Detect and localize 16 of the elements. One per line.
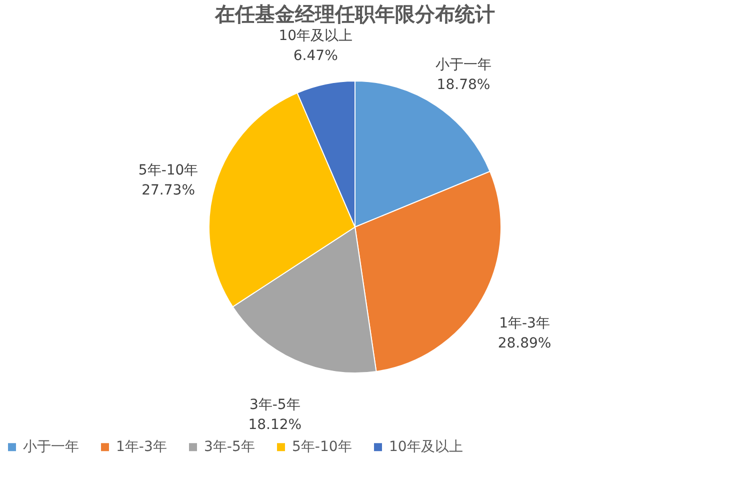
data-label: 18.78% — [436, 76, 490, 93]
legend-label: 5年-10年 — [292, 439, 352, 456]
legend-label: 3年-5年 — [204, 439, 255, 456]
data-label: 28.89% — [498, 335, 552, 352]
chart-title: 在任基金经理任职年限分布统计 — [214, 2, 495, 26]
slice-label: 小于一年 — [436, 56, 492, 73]
data-label: 27.73% — [142, 182, 196, 199]
data-label: 6.47% — [293, 48, 338, 64]
slice-label: 5年-10年 — [138, 162, 198, 179]
slice-label: 1年-3年 — [499, 315, 550, 332]
data-label: 18.12% — [248, 416, 302, 433]
slice-label: 3年-5年 — [249, 396, 300, 413]
slice-label: 10年及以上 — [278, 28, 353, 44]
legend-label: 1年-3年 — [116, 439, 167, 456]
legend-label: 10年及以上 — [389, 439, 463, 456]
legend-label: 小于一年 — [23, 439, 79, 456]
